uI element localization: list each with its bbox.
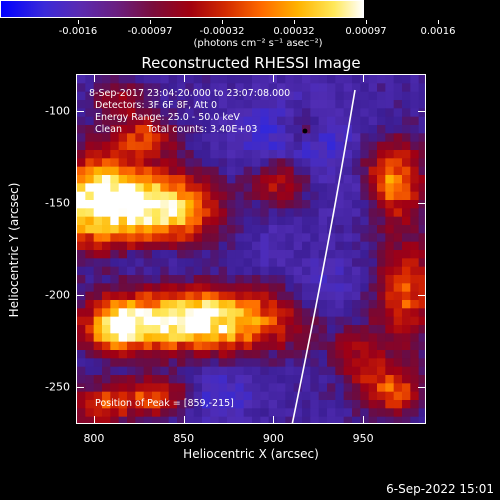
colorbar-tick-label: 0.00097 <box>345 26 387 37</box>
x-tick <box>273 416 275 423</box>
y-tick-label: -150 <box>45 196 70 210</box>
y-tick <box>77 110 84 112</box>
plot-area: 8-Sep-2017 23:04:20.000 to 23:07:08.000 … <box>76 74 426 424</box>
x-tick <box>363 416 365 423</box>
y-tick <box>418 202 425 204</box>
colorbar-tick <box>438 20 439 24</box>
colorbar-tick-label: -0.0016 <box>58 26 98 37</box>
detectors-text: Detectors: 3F 6F 8F, Att 0 <box>95 100 218 111</box>
x-tick <box>183 416 185 423</box>
x-tick <box>183 75 185 82</box>
clean-text: Clean <box>95 124 122 135</box>
total-counts-text: Total counts: 3.40E+03 <box>147 124 258 135</box>
colorbar-tick-label: -0.00032 <box>199 26 245 37</box>
colorbar-tick <box>78 20 79 24</box>
x-axis-label: Heliocentric X (arcsec) <box>183 447 319 461</box>
y-tick-label: -200 <box>45 288 70 302</box>
y-tick <box>418 295 425 297</box>
time-range-text: 8-Sep-2017 23:04:20.000 to 23:07:08.000 <box>89 88 291 99</box>
x-tick <box>363 75 365 82</box>
x-tick-label: 800 <box>83 432 105 445</box>
footer-date: 6-Sep-2022 15:01 <box>386 482 494 496</box>
y-axis-label: Heliocentric Y (arcsec) <box>7 182 21 318</box>
colorbar-tick <box>366 20 367 24</box>
colorbar-tick-label: 0.00032 <box>273 26 315 37</box>
colorbar-tick <box>222 20 223 24</box>
x-tick-label: 900 <box>262 432 284 445</box>
peak-position-text: Position of Peak = [859,-215] <box>95 398 234 409</box>
x-tick-label: 950 <box>352 432 374 445</box>
y-tick-label: -250 <box>45 380 70 394</box>
colorbar <box>0 0 364 18</box>
x-tick-label: 850 <box>173 432 195 445</box>
energy-range-text: Energy Range: 25.0 - 50.0 keV <box>95 112 240 123</box>
plot-title: Reconstructed RHESSI Image <box>141 54 361 72</box>
colorbar-tick <box>294 20 295 24</box>
y-tick-label: -100 <box>45 104 70 118</box>
y-tick <box>77 295 84 297</box>
x-tick <box>93 416 95 423</box>
colorbar-tick <box>150 20 151 24</box>
x-tick <box>273 75 275 82</box>
y-tick <box>418 387 425 389</box>
x-tick <box>93 75 95 82</box>
y-tick <box>77 202 84 204</box>
y-tick <box>418 110 425 112</box>
colorbar-tick-label: -0.00097 <box>127 26 173 37</box>
y-tick <box>77 387 84 389</box>
colorbar-tick-label: 0.0016 <box>420 26 456 37</box>
colorbar-units: (photons cm⁻² s⁻¹ asec⁻²) <box>193 38 323 49</box>
